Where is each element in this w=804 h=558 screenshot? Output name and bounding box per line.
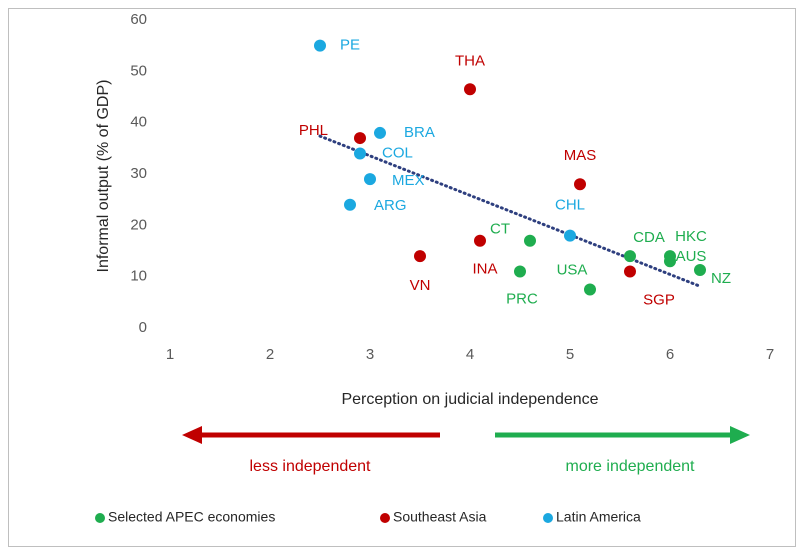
y-tick-label: 40	[130, 114, 147, 131]
point-label: VN	[410, 277, 431, 294]
point-label: INA	[472, 261, 497, 278]
x-tick-label: 3	[366, 346, 374, 363]
point	[344, 198, 356, 211]
point	[584, 283, 596, 296]
point	[624, 265, 636, 278]
point-label: HKC	[675, 228, 707, 245]
point-label: NZ	[711, 270, 731, 287]
arrow-right-head	[730, 426, 750, 444]
point-label: SGP	[643, 292, 675, 309]
point	[464, 83, 476, 96]
y-tick-label: 50	[130, 62, 147, 79]
point	[564, 229, 576, 242]
y-axis-title: Informal output (% of GDP)	[95, 80, 112, 273]
arrow-left-head	[182, 426, 202, 444]
point	[364, 173, 376, 186]
x-tick-label: 4	[466, 346, 474, 363]
x-axis-title: Perception on judicial independence	[341, 391, 598, 408]
point-label: AUS	[676, 248, 707, 265]
point-label: ARG	[374, 197, 407, 214]
x-tick-label: 1	[166, 346, 174, 363]
point-label: MAS	[564, 147, 597, 164]
point	[524, 234, 536, 247]
legend-marker	[95, 513, 105, 523]
point-label: PHL	[299, 122, 328, 139]
x-tick-label: 7	[766, 346, 774, 363]
point	[414, 250, 426, 263]
point	[624, 250, 636, 263]
point-label: COL	[382, 144, 413, 161]
point	[374, 126, 386, 139]
point-label: PE	[340, 37, 360, 54]
point	[514, 265, 526, 278]
y-tick-label: 60	[130, 11, 147, 28]
point	[694, 263, 706, 276]
point	[474, 234, 486, 247]
point	[664, 255, 676, 268]
point-label: USA	[557, 261, 588, 278]
point-label: BRA	[404, 124, 435, 141]
chart-border	[8, 8, 796, 547]
y-tick-label: 20	[130, 216, 147, 233]
y-tick-label: 10	[130, 268, 147, 285]
point-label: PRC	[506, 291, 538, 308]
legend-marker	[380, 513, 390, 523]
x-tick-label: 6	[666, 346, 674, 363]
trendline	[318, 134, 702, 288]
y-tick-label: 30	[130, 165, 147, 182]
point-label: CHL	[555, 197, 585, 214]
point-label: MEX	[392, 172, 425, 189]
x-tick-label: 5	[566, 346, 574, 363]
legend-label: Selected APEC economies	[108, 509, 275, 525]
x-tick-label: 2	[266, 346, 274, 363]
point	[574, 178, 586, 191]
legend-label: Southeast Asia	[393, 509, 487, 525]
point-label: THA	[455, 52, 485, 69]
legend-marker	[543, 513, 553, 523]
legend-label: Latin America	[556, 509, 641, 525]
point	[354, 147, 366, 160]
point-label: CT	[490, 221, 510, 238]
y-tick-label: 0	[139, 319, 147, 336]
point	[354, 132, 366, 145]
point-label: CDA	[633, 229, 665, 246]
point	[314, 39, 326, 52]
annotation: less independent	[250, 458, 372, 475]
annotation: more independent	[566, 458, 696, 475]
